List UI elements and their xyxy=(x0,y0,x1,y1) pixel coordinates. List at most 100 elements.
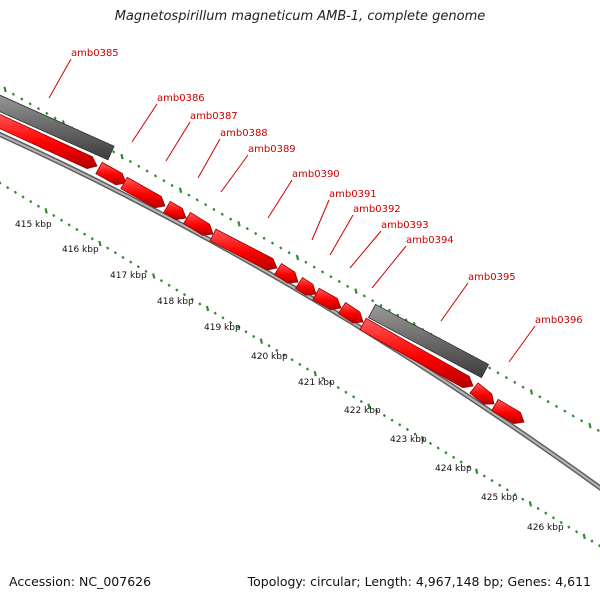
tick-mark xyxy=(321,270,325,274)
tick-mark xyxy=(182,292,187,297)
tick-mark xyxy=(113,251,117,255)
tick-mark xyxy=(290,358,294,362)
kbp-label-layer: 415 kbp 416 kbp 417 kbp 418 kbp 419 kbp 420 k… xyxy=(15,220,564,533)
tick-mark xyxy=(304,260,308,264)
map-title: Magnetospirillum magneticum AMB-1, compl… xyxy=(114,9,486,24)
tick-mark xyxy=(382,413,386,418)
gene-arrow xyxy=(337,302,364,324)
tick-mark xyxy=(244,330,248,334)
gene-label: amb0386 xyxy=(157,93,205,104)
tick-mark xyxy=(213,311,217,315)
tick-mark xyxy=(52,213,56,218)
leader-line xyxy=(508,325,536,363)
tick-mark xyxy=(371,299,375,303)
tick-mark xyxy=(571,414,575,418)
tick-mark xyxy=(529,389,534,395)
tick-mark xyxy=(337,279,341,284)
kbp-label: 418 kbp xyxy=(157,297,194,307)
tick-mark xyxy=(11,92,15,96)
tick-mark xyxy=(405,427,410,432)
tick-mark xyxy=(505,488,509,492)
tick-mark xyxy=(270,241,274,245)
tick-mark xyxy=(312,265,316,269)
tick-mark xyxy=(428,441,433,446)
tick-mark xyxy=(567,525,571,529)
kbp-label: 424 kbp xyxy=(435,464,472,474)
tick-mark xyxy=(29,199,33,204)
tick-mark xyxy=(178,187,183,194)
gene-arrow xyxy=(491,398,525,424)
backbone-line xyxy=(0,131,600,491)
kbp-label: 417 kbp xyxy=(110,271,147,281)
tick-mark xyxy=(198,302,202,306)
tick-mark xyxy=(121,255,125,260)
kbp-label: 420 kbp xyxy=(251,352,288,362)
tick-mark xyxy=(305,367,310,371)
tick-mark xyxy=(145,169,149,173)
tick-mark xyxy=(390,418,394,422)
tick-mark xyxy=(229,217,233,221)
tick-mark xyxy=(298,362,302,366)
tick-mark xyxy=(267,344,271,348)
tick-mark xyxy=(521,385,525,389)
tick-mark xyxy=(313,370,317,377)
tick-mark xyxy=(387,308,391,312)
tick-mark xyxy=(82,232,87,236)
accession-text: Accession: NC_007626 xyxy=(9,574,152,589)
kbp-label: 421 kbp xyxy=(298,378,335,388)
tick-mark xyxy=(590,539,594,543)
tick-mark xyxy=(344,390,348,394)
gray-feature xyxy=(367,303,490,379)
tick-mark xyxy=(20,97,24,101)
tick-mark xyxy=(153,174,158,178)
tick-mark xyxy=(359,399,363,404)
tick-mark xyxy=(490,478,494,483)
tick-mark xyxy=(90,237,94,241)
tick-mark xyxy=(129,260,133,264)
gray-feature xyxy=(0,94,115,161)
tick-mark xyxy=(259,338,264,344)
tick-mark xyxy=(498,483,502,487)
tick-mark xyxy=(170,183,174,188)
kbp-label: 419 kbp xyxy=(204,323,241,333)
kbp-label: 423 kbp xyxy=(390,435,427,445)
leader-line xyxy=(371,245,407,289)
tick-mark xyxy=(220,212,224,216)
gene-arrow xyxy=(95,161,127,186)
tick-mark xyxy=(354,288,358,294)
tick-mark xyxy=(336,385,340,390)
tick-mark xyxy=(538,395,542,399)
gene-label: amb0388 xyxy=(220,128,268,139)
tick-mark xyxy=(252,334,256,339)
gene-arrow xyxy=(294,276,317,296)
leader-line xyxy=(197,138,221,179)
gene-arrow xyxy=(312,287,342,311)
kbp-label: 416 kbp xyxy=(62,245,99,255)
tick-mark xyxy=(236,325,240,329)
gene-label: amb0385 xyxy=(71,48,119,59)
leader-line xyxy=(48,58,72,99)
tick-mark xyxy=(504,375,508,380)
gene-label: amb0394 xyxy=(406,235,454,246)
tick-mark xyxy=(328,381,333,385)
leader-line xyxy=(349,230,382,269)
genome-backbone xyxy=(0,131,600,491)
leader-line xyxy=(311,199,330,241)
tick-mark xyxy=(167,283,171,287)
tick-mark xyxy=(295,254,300,261)
tick-mark xyxy=(36,106,41,111)
tick-mark xyxy=(352,395,356,399)
tick-mark xyxy=(67,223,71,227)
gene-label: amb0392 xyxy=(353,204,401,215)
gene-label: amb0391 xyxy=(329,189,377,200)
tick-mark xyxy=(396,313,400,317)
tick-mark xyxy=(36,204,41,208)
tick-mark xyxy=(346,284,350,288)
kbp-label: 415 kbp xyxy=(15,220,52,230)
kbp-label: 426 kbp xyxy=(527,523,564,533)
gene-label: amb0393 xyxy=(381,220,429,231)
tick-mark xyxy=(513,380,517,384)
tick-mark xyxy=(279,246,283,250)
gene-label: amb0389 xyxy=(248,144,296,155)
leader-line xyxy=(165,121,191,162)
